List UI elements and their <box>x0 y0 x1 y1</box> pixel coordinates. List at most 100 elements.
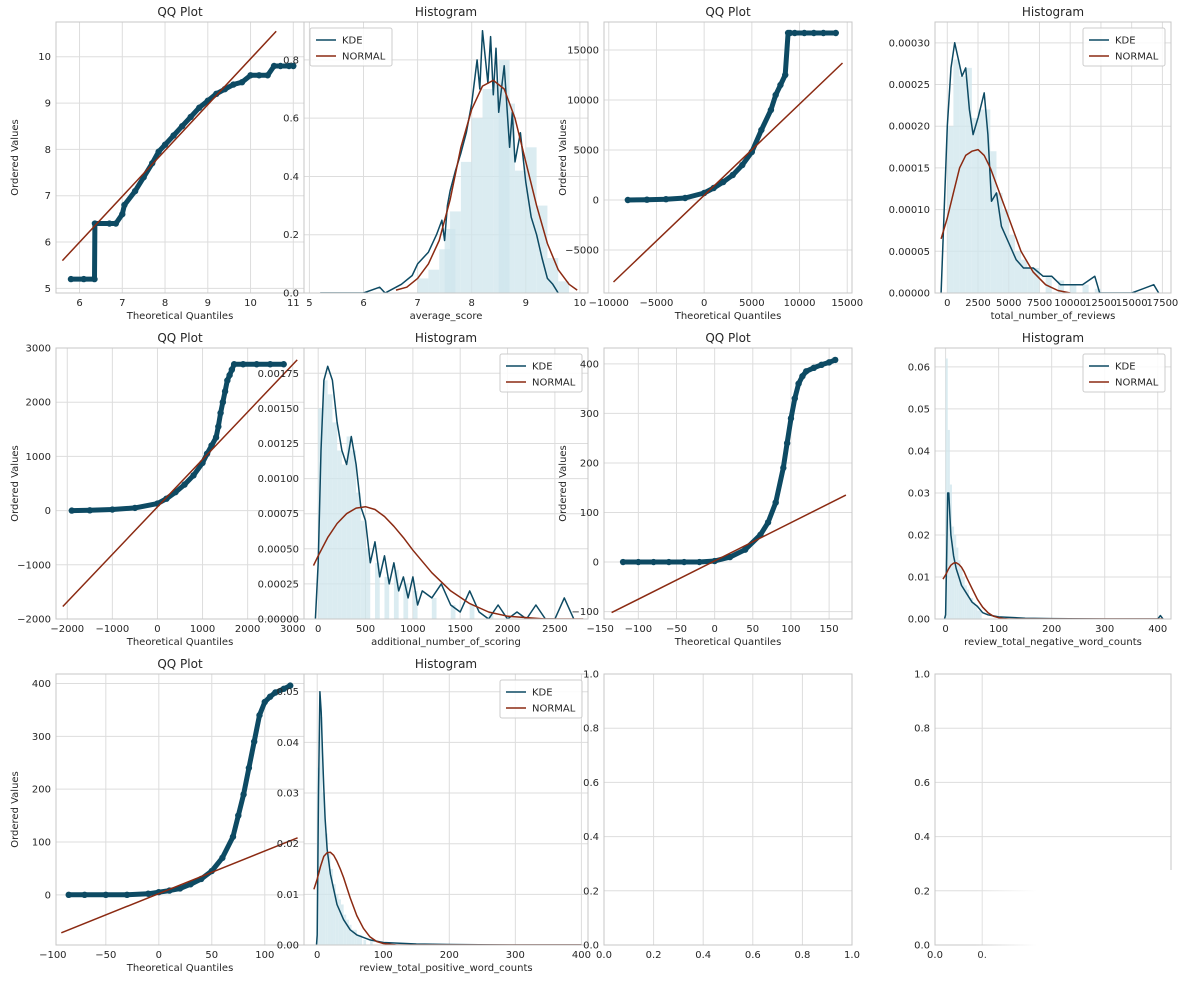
y-tick-label: 0.0 <box>283 289 299 300</box>
y-tick-label: 0 <box>593 196 599 207</box>
histogram-bar <box>471 118 483 293</box>
histogram-bar <box>327 394 333 619</box>
qq-sample-point <box>230 81 237 88</box>
legend-label: KDE <box>1115 362 1136 373</box>
y-tick-label: 7 <box>45 191 51 202</box>
y-tick-label: 10 <box>38 52 51 63</box>
x-tick-label: 5000 <box>739 298 764 309</box>
plot-frame <box>603 347 853 620</box>
y-axis-label: Ordered Values <box>10 771 21 848</box>
histogram-bar <box>333 884 336 945</box>
histogram-bar <box>319 717 323 945</box>
x-tick-label: 2000 <box>235 624 260 635</box>
histogram-bar <box>514 170 526 293</box>
x-tick-label: 10000 <box>784 298 816 309</box>
y-tick-label: 0.0 <box>583 941 599 952</box>
x-tick-label: 7500 <box>1027 298 1052 309</box>
histogram-bar <box>370 939 373 945</box>
qq-sample-point <box>170 132 177 139</box>
x-axis-label: Theoretical Quantiles <box>126 311 234 322</box>
qq-sample-point <box>245 764 253 772</box>
y-tick-label: −100 <box>572 607 599 618</box>
chart-title: QQ Plot <box>157 331 203 345</box>
histogram-bar <box>954 534 957 619</box>
histogram-bar <box>964 585 967 619</box>
data-layer <box>320 29 578 293</box>
qq-sample-point <box>109 506 116 513</box>
x-tick-label: 0 <box>944 298 950 309</box>
qq-sample-point <box>729 171 736 179</box>
qq-sample-point <box>178 123 186 130</box>
qq-sample-point <box>270 62 278 70</box>
histogram-bar <box>984 109 991 293</box>
x-tick-label: 2000 <box>495 624 520 635</box>
x-tick-label: −2000 <box>50 624 84 635</box>
y-tick-label: 2000 <box>26 398 51 409</box>
histogram-bar <box>412 590 418 619</box>
y-tick-label: 0.00 <box>908 615 930 626</box>
qq-sample-point <box>253 361 260 368</box>
qq-sample-point <box>219 854 226 862</box>
y-axis-label: Ordered Values <box>558 445 569 522</box>
x-tick-label: −10000 <box>589 298 629 309</box>
histogram-bar <box>525 147 537 293</box>
y-tick-label: 0.0 <box>914 941 930 952</box>
plot-area <box>604 348 852 619</box>
histogram-bar <box>979 610 982 619</box>
qq-sample-point <box>665 558 673 566</box>
y-tick-label: 0.4 <box>283 172 299 183</box>
histogram-bar <box>450 211 461 293</box>
kde-line <box>315 690 582 945</box>
y-tick-label: 9 <box>45 99 51 110</box>
qq-sample-point <box>230 361 238 368</box>
legend: KDE NORMAL <box>499 679 583 719</box>
kde-line <box>320 29 559 293</box>
qq-sample-point <box>266 693 274 700</box>
x-tick-label: 17500 <box>1146 298 1178 309</box>
x-tick-label: −1000 <box>95 624 129 635</box>
qq-sample-point <box>217 409 224 417</box>
qq-sample-point <box>786 29 794 37</box>
x-tick-label: 3000 <box>280 624 305 635</box>
y-tick-label: 0.00175 <box>258 369 299 380</box>
qq-sample-point <box>662 196 670 203</box>
histogram-bar <box>975 606 978 619</box>
y-tick-label: 0.01 <box>277 890 299 901</box>
histogram-bar <box>359 934 363 945</box>
x-axis-label: Theoretical Quantiles <box>674 637 782 648</box>
y-tick-label: 0.00000 <box>258 615 299 626</box>
qq-sample-point <box>261 698 268 706</box>
y-tick-label: 0.2 <box>914 886 930 897</box>
y-tick-label: 0.00025 <box>889 80 930 91</box>
panel-2: 5 6 7 8 9 10 0.0 0.2 0.4 0.6 0.8 Histogram average_s… <box>283 5 589 322</box>
qq-sample-point <box>624 196 632 204</box>
histogram-bar <box>1021 259 1028 293</box>
x-tick-label: 7 <box>119 298 125 309</box>
plot-frame <box>934 21 1172 294</box>
legend-label: NORMAL <box>532 704 576 715</box>
legend-label: KDE <box>342 36 363 47</box>
x-tick-label: −100 <box>39 950 66 961</box>
y-tick-label: 5000 <box>574 146 599 157</box>
y-tick-label: 0.04 <box>277 738 299 749</box>
x-tick-label: 2500 <box>965 298 990 309</box>
legend-label: KDE <box>532 688 553 699</box>
y-axis-label: Ordered Values <box>10 119 21 196</box>
x-tick-label: 500 <box>356 624 375 635</box>
qq-sample-point <box>91 275 98 283</box>
histogram-bar <box>327 853 331 945</box>
histogram-bar <box>325 833 328 945</box>
qq-sample-point <box>212 434 220 441</box>
qq-sample-point <box>696 558 703 566</box>
y-tick-label: 8 <box>45 145 51 156</box>
plot-frame <box>603 21 853 294</box>
x-tick-label: 0 <box>942 624 948 635</box>
y-tick-label: 0.8 <box>583 724 599 735</box>
qq-sample-point <box>266 361 274 368</box>
legend: KDE NORMAL <box>309 27 393 67</box>
plot-area <box>935 348 1171 619</box>
x-tick-label: 11 <box>287 298 300 309</box>
x-tick-label: 9 <box>205 298 211 309</box>
histogram-bar <box>947 429 950 619</box>
